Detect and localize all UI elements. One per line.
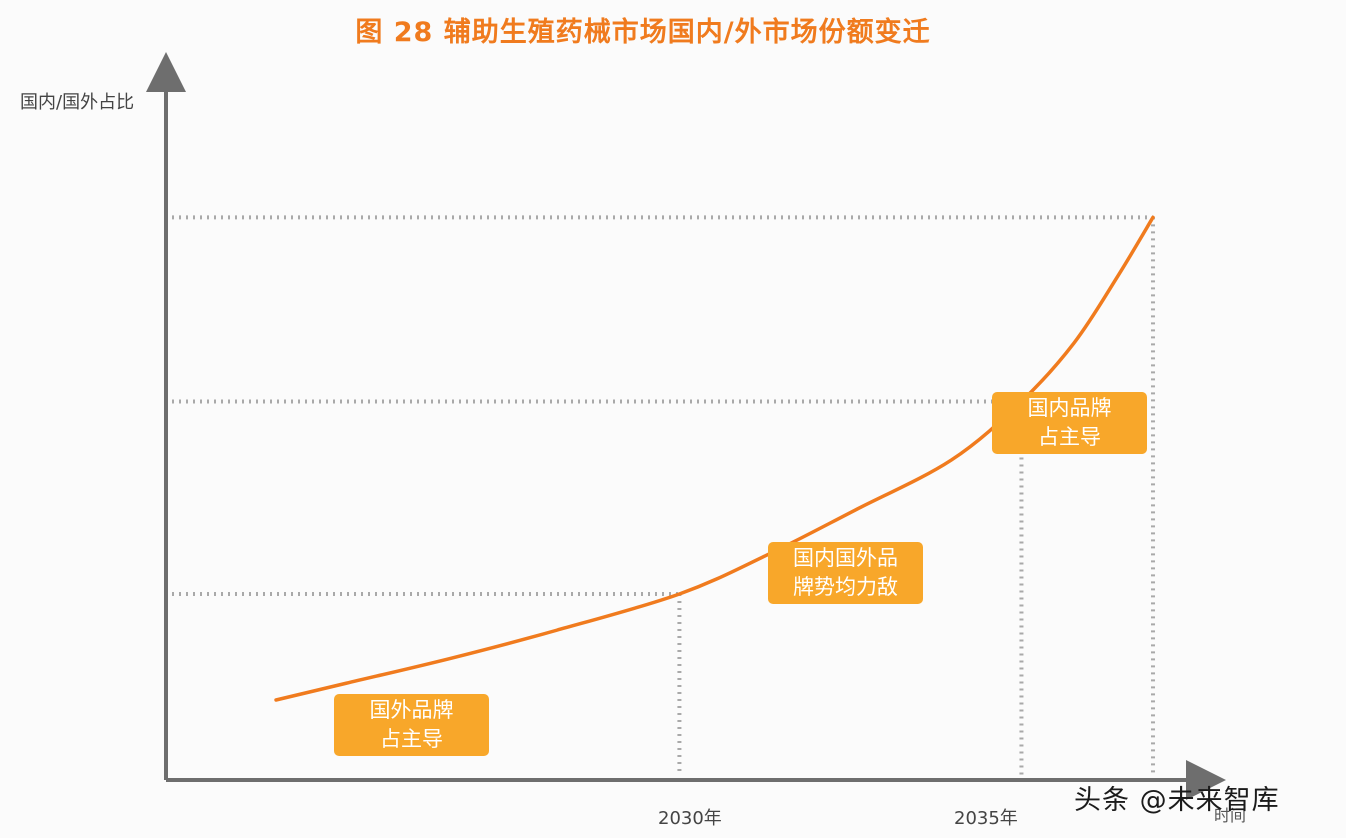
chart-title: 图 28 辅助生殖药械市场国内/外市场份额变迁 (355, 17, 931, 48)
x-axis-label: 时间 (1214, 806, 1247, 825)
annotation-line: 国内国外品 (793, 546, 898, 570)
annotation-line: 占主导 (1038, 425, 1101, 449)
watermark: 头条 @未来智库 (1074, 785, 1280, 816)
y-axis-label: 国内/国外占比 (20, 92, 135, 113)
annotation-line: 占主导 (380, 727, 443, 751)
annotation-balanced: 国内国外品 牌势均力敌 (768, 542, 923, 604)
x-tick-label-2035: 2035年 (954, 808, 1018, 829)
x-tick-label-2030: 2030年 (658, 808, 722, 829)
annotation-line: 牌势均力敌 (793, 575, 898, 599)
grid-layer (172, 215, 1155, 776)
annotation-line: 国外品牌 (369, 698, 454, 722)
annotation-domestic-dominant: 国内品牌 占主导 (992, 392, 1147, 454)
annotation-line: 国内品牌 (1027, 396, 1112, 420)
annotation-foreign-dominant: 国外品牌 占主导 (334, 694, 489, 756)
